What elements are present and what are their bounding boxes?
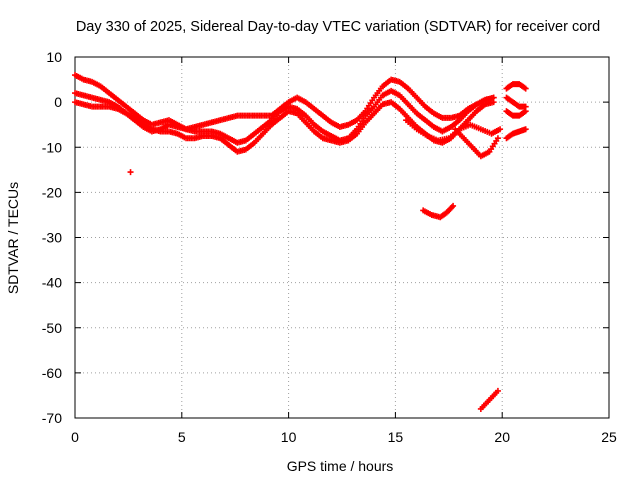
y-tick-label: -40 (42, 275, 62, 291)
data-point (494, 387, 501, 394)
chart-title: Day 330 of 2025, Sidereal Day-to-day VTE… (76, 19, 600, 35)
data-point (494, 135, 501, 142)
y-tick-label: 10 (46, 49, 62, 65)
data-point (522, 85, 529, 92)
data-point (522, 126, 529, 133)
data-point (522, 108, 529, 115)
series-track-f (420, 202, 457, 221)
y-tick-label: -70 (42, 410, 62, 426)
x-tick-label: 15 (388, 429, 404, 445)
x-tick-label: 5 (178, 429, 186, 445)
y-axis-label: SDTVAR / TECUs (5, 182, 21, 294)
data-points (72, 72, 529, 412)
x-tick-label: 10 (281, 429, 297, 445)
y-tick-label: -20 (42, 184, 62, 200)
y-tick-label: -50 (42, 320, 62, 336)
series-track-k (503, 126, 529, 142)
axis-ticks: 0 5 10 15 20 25 10 0 -10 -20 -30 -40 -50 -60 -70 (42, 49, 617, 445)
y-tick-label: 0 (54, 94, 62, 110)
data-point (497, 126, 504, 133)
series-track-h (503, 81, 529, 92)
y-tick-label: -30 (42, 230, 62, 246)
grid (75, 57, 609, 418)
x-tick-label: 25 (601, 429, 617, 445)
series-track-e (452, 126, 501, 160)
y-tick-label: -10 (42, 139, 62, 155)
data-point (490, 99, 497, 106)
series-track-a (72, 72, 497, 133)
series-track-j (503, 108, 529, 119)
series-track-d (403, 117, 504, 144)
x-tick-label: 0 (71, 429, 79, 445)
series-outlier (127, 169, 134, 176)
series-track-i (503, 94, 529, 110)
data-point (450, 202, 457, 209)
series-track-g (477, 387, 501, 412)
y-tick-label: -60 (42, 365, 62, 381)
data-point (127, 169, 134, 176)
x-axis-label: GPS time / hours (287, 458, 394, 474)
x-tick-label: 20 (494, 429, 510, 445)
